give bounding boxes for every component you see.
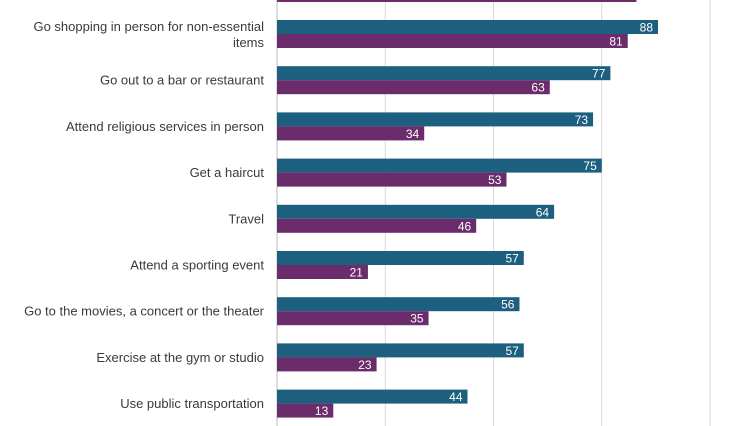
bars: 88 81 77 63 73 34 75 53 64 46 57 21 56 35 57 23 44 13 [277,20,659,418]
data-label: 77 [592,67,606,81]
bar [277,357,377,372]
bar [277,251,524,265]
data-label: 57 [505,252,519,266]
bar [277,112,594,127]
bar [277,172,507,187]
bar [277,20,659,34]
bar [277,66,611,81]
bar [277,389,468,404]
data-label: 23 [358,358,372,372]
category-labels: Go shopping in person for non-essentiali… [24,19,265,411]
bar [277,297,520,312]
partial-bar [277,0,637,2]
bar [277,403,334,418]
category-label: Use public transportation [120,396,264,411]
data-label: 56 [501,298,515,312]
category-label: Travel [228,211,264,226]
data-label: 63 [531,81,545,95]
category-label: Attend a sporting event [130,258,264,273]
data-label: 21 [350,266,364,280]
data-label: 73 [575,113,589,127]
data-label: 75 [583,159,597,173]
category-label: Go shopping in person for non-essential [33,19,264,34]
data-label: 64 [536,205,550,219]
data-label: 46 [458,219,472,233]
bar [277,158,602,173]
data-label: 35 [410,312,424,326]
bar [277,218,477,233]
bar [277,311,429,326]
data-label: 53 [488,173,502,187]
category-label: Get a haircut [190,165,265,180]
bar [277,80,550,95]
bar [277,126,425,141]
bar [277,343,524,358]
category-label: Go to the movies, a concert or the theat… [24,304,265,319]
category-label: Go out to a bar or restaurant [100,73,264,88]
data-label: 34 [406,127,420,141]
category-label: Attend religious services in person [66,119,264,134]
data-label: 57 [505,344,519,358]
data-label: 88 [640,21,654,35]
bar [277,204,555,219]
data-label: 81 [609,35,623,49]
category-label: Exercise at the gym or studio [96,350,264,365]
data-label: 44 [449,390,463,404]
data-label: 13 [315,404,329,418]
category-label: items [233,35,265,50]
bar [277,265,368,279]
partial-bar-top [277,0,637,2]
bar [277,34,628,48]
